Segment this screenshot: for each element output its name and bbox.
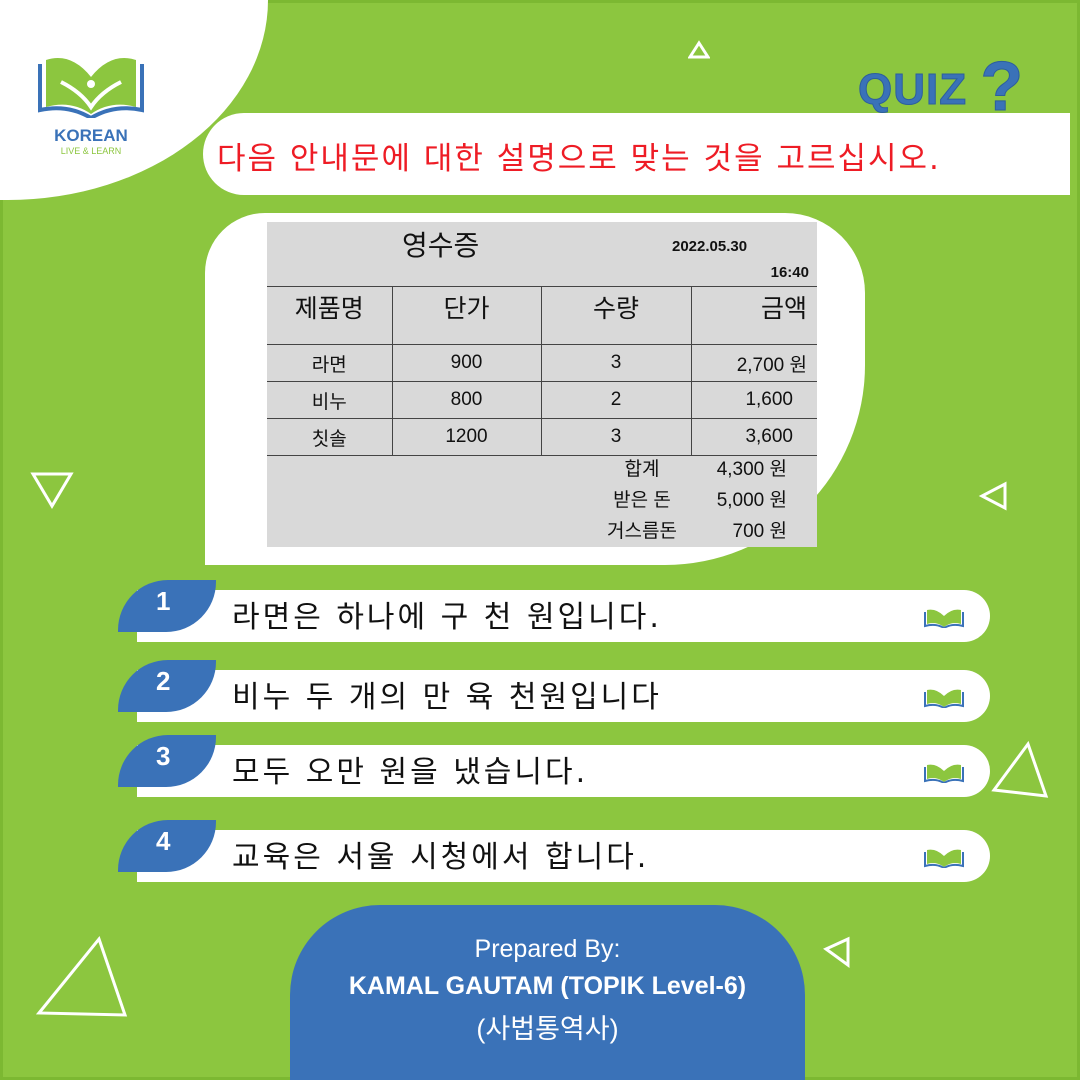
option-bar xyxy=(137,830,990,882)
author-title: (사법통역사) xyxy=(476,1014,619,1044)
cell: 비누 xyxy=(267,381,393,419)
change-row: 거스름돈 700 원 xyxy=(607,521,787,542)
receipt-title: 영수증 xyxy=(402,230,480,261)
cell: 800 xyxy=(391,381,542,419)
brand-tagline: LIVE & LEARN xyxy=(60,146,122,156)
received-row: 받은 돈 5,000 원 xyxy=(613,490,787,511)
prepared-by-label: Prepared By: xyxy=(474,935,621,963)
cell: 1200 xyxy=(391,418,542,456)
cell: 3 xyxy=(540,344,692,382)
table-header: 제품명 단가 수량 금액 xyxy=(267,286,817,345)
cell: 1,600 xyxy=(690,381,817,419)
receipt-table: 제품명 단가 수량 금액 라면 900 3 2,700 원 비누 800 2 1,600 칫… xyxy=(267,286,817,456)
cell: 3,600 xyxy=(690,418,817,456)
option-bar xyxy=(137,745,990,797)
option-bar xyxy=(137,590,990,642)
answer-option[interactable]: 2 비누 두 개의 만 육 천원입니다 xyxy=(118,660,990,722)
answer-option[interactable]: 1 라면은 하나에 구 천 원입니다. xyxy=(118,580,990,642)
table-row: 비누 800 2 1,600 xyxy=(267,381,817,419)
option-text: 모두 오만 원을 냈습니다. xyxy=(232,755,589,790)
column-header: 금액 xyxy=(690,286,817,345)
option-bar xyxy=(137,670,990,722)
table-row: 라면 900 3 2,700 원 xyxy=(267,344,817,382)
triangle-decoration-icon xyxy=(978,481,1007,511)
brand-name: KOREAN xyxy=(54,126,128,145)
question-text: 다음 안내문에 대한 설명으로 맞는 것을 고르십시오. xyxy=(203,113,1070,195)
receipt-totals: 합계 4,300 원 받은 돈 5,000 원 거스름돈 700 원 xyxy=(587,454,787,547)
author-name: KAMAL GAUTAM (TOPIK Level-6) xyxy=(348,972,747,1000)
cell: 2,700 원 xyxy=(690,344,817,382)
receipt: 영수증 2022.05.30 16:40 제품명 단가 수량 금액 라면 900 3… xyxy=(267,222,817,547)
book-logo-icon xyxy=(924,849,964,868)
receipt-time: 16:40 xyxy=(770,264,809,281)
author-footer: Prepared By: KAMAL GAUTAM (TOPIK Level-6… xyxy=(290,905,805,1080)
column-header: 제품명 xyxy=(267,286,393,345)
logo: KOREAN LIVE & LEARN xyxy=(36,52,146,156)
book-logo-icon xyxy=(924,689,964,708)
total-row: 합계 4,300 원 xyxy=(624,459,787,480)
answer-option[interactable]: 3 모두 오만 원을 냈습니다. xyxy=(118,735,990,797)
table-row: 칫솔 1200 3 3,600 xyxy=(267,418,817,456)
column-header: 수량 xyxy=(540,286,692,345)
triangle-decoration-icon xyxy=(30,472,74,509)
triangle-decoration-icon xyxy=(35,935,128,1017)
cell: 2 xyxy=(540,381,692,419)
option-text: 비누 두 개의 만 육 천원입니다 xyxy=(232,680,662,715)
cell: 900 xyxy=(391,344,542,382)
triangle-decoration-icon xyxy=(991,740,1049,798)
receipt-date: 2022.05.30 xyxy=(672,238,748,255)
triangle-decoration-icon xyxy=(688,40,710,59)
triangle-decoration-icon xyxy=(823,936,850,968)
option-text: 교육은 서울 시청에서 합니다. xyxy=(232,840,650,875)
cell: 칫솔 xyxy=(267,418,393,456)
option-text: 라면은 하나에 구 천 원입니다. xyxy=(232,600,662,635)
book-logo-icon xyxy=(924,609,964,628)
question-mark-icon: ? xyxy=(980,47,1025,126)
column-header: 단가 xyxy=(391,286,542,345)
cell: 라면 xyxy=(267,344,393,382)
quiz-title: QUIZ ? xyxy=(857,40,1024,126)
book-logo-icon xyxy=(924,764,964,783)
cell: 3 xyxy=(540,418,692,456)
answer-option[interactable]: 4 교육은 서울 시청에서 합니다. xyxy=(118,820,990,882)
quiz-label: QUIZ xyxy=(857,65,968,115)
open-book-icon xyxy=(38,58,144,121)
